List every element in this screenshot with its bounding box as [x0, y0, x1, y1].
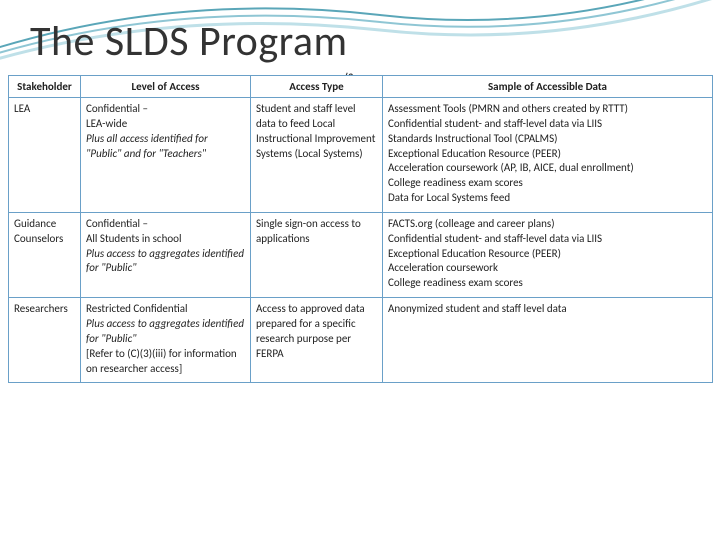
cell-sample: Assessment Tools (PMRN and others create…	[383, 98, 713, 213]
table-row: LEA Confidential – LEA-wide Plus all acc…	[9, 98, 713, 213]
cell-sample: FACTS.org (colleage and career plans) Co…	[383, 212, 713, 297]
access-table: Stakeholder Level of Access Access Type …	[8, 75, 713, 383]
level-plain: Restricted Confidential	[86, 302, 188, 315]
cell-level: Restricted Confidential Plus access to a…	[81, 298, 251, 383]
level-extra: [Refer to (C)(3)(iii) for information on…	[86, 347, 237, 375]
cell-level: Confidential – LEA-wide Plus all access …	[81, 98, 251, 213]
cell-access-type: Access to approved data prepared for a s…	[251, 298, 383, 383]
col-access-type: Access Type	[251, 76, 383, 98]
level-italic: Plus access to aggregates identified for…	[86, 317, 244, 345]
cell-stakeholder: Guidance Counselors	[9, 212, 81, 297]
table-row: Researchers Restricted Confidential Plus…	[9, 298, 713, 383]
level-italic: Plus access to aggregates identified for…	[86, 247, 244, 275]
cell-stakeholder: Researchers	[9, 298, 81, 383]
col-level: Level of Access	[81, 76, 251, 98]
table-row: Guidance Counselors Confidential – All S…	[9, 212, 713, 297]
cell-access-type: Student and staff level data to feed Loc…	[251, 98, 383, 213]
col-sample: Sample of Accessible Data	[383, 76, 713, 98]
col-stakeholder: Stakeholder	[9, 76, 81, 98]
table-header-row: Stakeholder Level of Access Access Type …	[9, 76, 713, 98]
level-plain: Confidential – LEA-wide	[86, 102, 148, 130]
cell-stakeholder: LEA	[9, 98, 81, 213]
level-plain: Confidential – All Students in school	[86, 217, 181, 245]
access-table-container: Stakeholder Level of Access Access Type …	[8, 75, 712, 383]
level-italic: Plus all access identified for "Public" …	[86, 132, 208, 160]
cell-sample: Anonymized student and staff level data	[383, 298, 713, 383]
cell-level: Confidential – All Students in school Pl…	[81, 212, 251, 297]
cell-access-type: Single sign-on access to applications	[251, 212, 383, 297]
slide-title: The SLDS Program	[30, 16, 348, 67]
